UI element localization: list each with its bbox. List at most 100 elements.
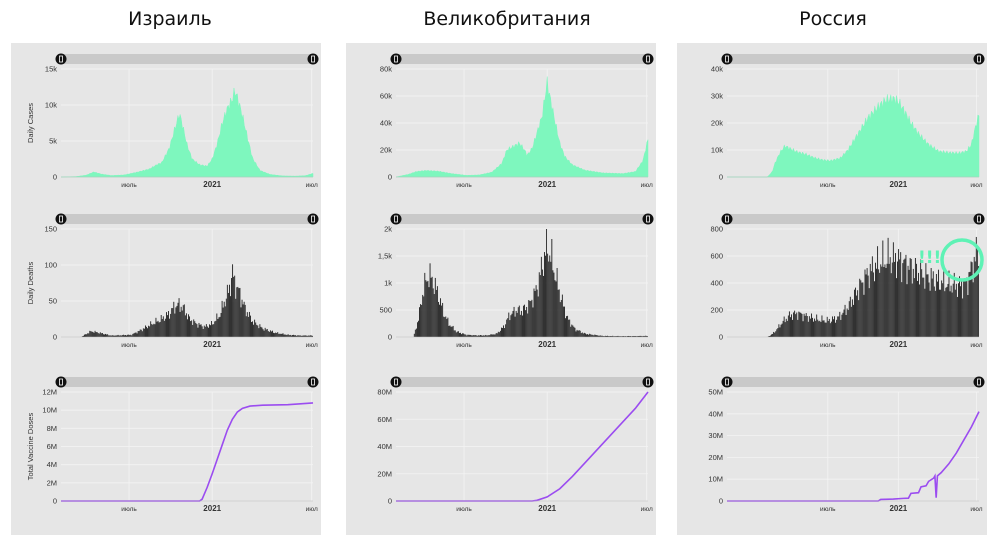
deaths-bar [938, 269, 939, 337]
y-axis-label: Total Vaccine Doses [26, 413, 35, 481]
deaths-bar [786, 320, 788, 337]
x-tick-label: июл [970, 506, 982, 513]
y-tick-label: 20k [711, 119, 723, 128]
deaths-bar [537, 296, 539, 337]
deaths-bar [914, 258, 916, 337]
deaths-bar [929, 290, 931, 337]
deaths-bar [579, 330, 581, 337]
deaths-bar [473, 335, 475, 337]
range-slider-right-handle[interactable] [973, 53, 985, 65]
deaths-bar [141, 331, 143, 337]
deaths-bar [157, 320, 159, 337]
deaths-bar [278, 333, 280, 337]
y-tick-label: 800 [710, 225, 723, 234]
deaths-bar [283, 334, 285, 337]
range-slider-track[interactable] [61, 54, 313, 64]
range-slider-right-handle[interactable] [973, 376, 985, 388]
deaths-bar [848, 301, 850, 337]
y-tick-label: 0 [53, 173, 57, 182]
deaths-bar [212, 324, 214, 337]
deaths-bar [601, 335, 603, 337]
deaths-bar [96, 332, 98, 337]
range-slider-left-handle[interactable] [721, 53, 733, 65]
deaths-bar [827, 320, 829, 337]
y-tick-label: 30M [708, 431, 723, 440]
deaths-bar [197, 327, 199, 337]
deaths-bar [515, 310, 517, 337]
deaths-bar [948, 270, 950, 337]
deaths-bar [504, 328, 506, 337]
range-slider-right-handle[interactable] [642, 376, 654, 388]
range-slider-left-handle[interactable] [390, 53, 402, 65]
deaths-bar [258, 328, 260, 337]
deaths-bar [88, 333, 90, 337]
deaths-bar [299, 335, 301, 337]
deaths-bar [172, 308, 174, 337]
deaths-bar [517, 307, 519, 337]
range-slider-left-handle[interactable] [721, 213, 733, 225]
deaths-bar [875, 262, 876, 337]
deaths-bar [641, 336, 643, 337]
deaths-bar [86, 334, 88, 337]
range-slider-track[interactable] [396, 54, 648, 64]
deaths-bar [834, 316, 835, 337]
deaths-bar [844, 304, 846, 337]
range-slider-right-handle[interactable] [307, 53, 319, 65]
x-tick-label: 2021 [203, 180, 221, 189]
deaths-bar [432, 288, 434, 337]
vaccine-line [61, 402, 314, 502]
deaths-bar [260, 326, 262, 337]
deaths-bar [635, 335, 637, 337]
deaths-bar [928, 282, 930, 337]
deaths-bar [974, 261, 976, 337]
deaths-bar [413, 333, 415, 337]
range-slider-track[interactable] [727, 54, 979, 64]
deaths-bar [871, 256, 873, 337]
range-slider-track[interactable] [727, 377, 979, 387]
deaths-bar [835, 322, 837, 337]
panel-svg: 0 5k 10k 15k Daily Cases июль 2021 июл 0 50 100 150… [26, 53, 319, 513]
deaths-bar [602, 336, 604, 337]
range-slider-right-handle[interactable] [642, 53, 654, 65]
x-tick-label: июл [306, 342, 318, 349]
deaths-bar [856, 295, 858, 337]
range-slider-right-handle[interactable] [307, 213, 319, 225]
deaths-bar [486, 335, 488, 337]
range-slider-track[interactable] [727, 214, 979, 224]
x-tick-label: 2021 [538, 180, 556, 189]
range-slider-left-handle[interactable] [390, 213, 402, 225]
deaths-bar [874, 281, 875, 337]
range-slider-left-handle[interactable] [55, 213, 67, 225]
range-slider-left-handle[interactable] [390, 376, 402, 388]
deaths-bar [569, 319, 571, 337]
range-slider-right-handle[interactable] [642, 213, 654, 225]
x-tick-label: июл [641, 342, 653, 349]
deaths-bar [896, 278, 897, 337]
range-slider-left-handle[interactable] [721, 376, 733, 388]
range-slider-track[interactable] [396, 214, 648, 224]
range-slider-right-handle[interactable] [307, 376, 319, 388]
deaths-bar [644, 335, 646, 337]
range-slider-right-handle[interactable] [973, 213, 985, 225]
deaths-bar [945, 287, 947, 337]
deaths-bar [908, 269, 910, 337]
range-slider-track[interactable] [61, 377, 313, 387]
deaths-bar [223, 301, 225, 337]
deaths-bar [931, 278, 933, 337]
deaths-bar [294, 335, 295, 337]
deaths-bar [273, 332, 274, 337]
range-slider-left-handle[interactable] [55, 376, 67, 388]
range-slider-left-handle[interactable] [55, 53, 67, 65]
deaths-bar [625, 336, 627, 337]
deaths-bar [98, 333, 100, 337]
deaths-bar [214, 321, 216, 337]
deaths-bar [414, 329, 416, 337]
deaths-bar [133, 333, 135, 337]
range-slider-track[interactable] [61, 214, 313, 224]
deaths-bar [503, 325, 504, 337]
deaths-bar [513, 306, 515, 337]
deaths-bar [100, 333, 102, 337]
deaths-bar [128, 334, 130, 337]
range-slider-track[interactable] [396, 377, 648, 387]
deaths-bar [538, 272, 540, 337]
